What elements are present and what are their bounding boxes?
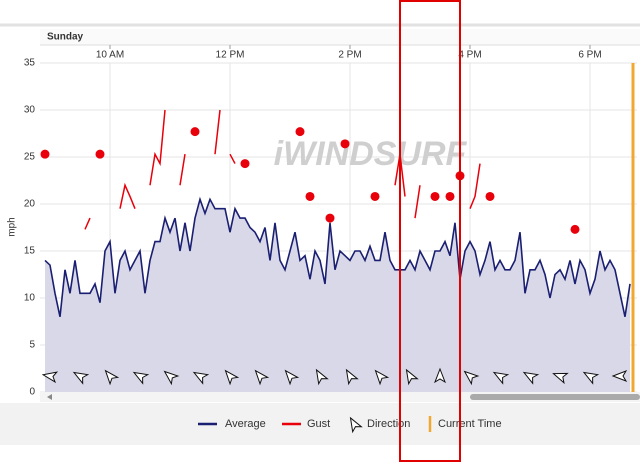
gust-line <box>214 109 221 155</box>
gust-dot <box>295 127 305 137</box>
direction-arrow <box>315 368 329 386</box>
gust-dot <box>190 127 200 137</box>
direction-arrow <box>254 369 270 386</box>
scroll-thumb[interactable] <box>470 394 640 400</box>
direction-arrow <box>611 370 628 382</box>
y-tick-label: 15 <box>24 246 36 257</box>
direction-arrow <box>224 369 240 386</box>
direction-arrow <box>463 370 480 386</box>
gust-line <box>149 109 166 186</box>
scroll-left[interactable] <box>47 394 52 400</box>
legend-label: Gust <box>307 418 330 430</box>
gust-dot <box>570 224 580 234</box>
y-tick-label: 20 <box>24 199 36 210</box>
day-header <box>40 29 640 45</box>
direction-arrow <box>41 371 59 384</box>
gust-dot <box>485 191 495 201</box>
direction-arrow <box>345 368 359 386</box>
gust-line <box>469 163 481 209</box>
y-axis-label: mph <box>7 217 18 236</box>
gust-dot <box>430 191 440 201</box>
x-tick-label: 2 PM <box>338 50 361 61</box>
gust-dot <box>445 191 455 201</box>
direction-arrow <box>132 371 150 385</box>
direction-arrow <box>163 370 180 386</box>
direction-arrow <box>552 372 569 385</box>
gust-dot <box>40 149 50 159</box>
gust-dot <box>240 159 250 169</box>
direction-arrow <box>582 371 600 385</box>
average-line <box>44 196 631 317</box>
x-tick-label: 12 PM <box>216 50 245 61</box>
gust-line <box>84 217 91 230</box>
direction-arrow <box>192 371 210 385</box>
direction-arrow <box>72 371 90 385</box>
y-tick-label: 30 <box>24 105 36 116</box>
direction-arrow <box>405 368 419 386</box>
day-label: Sunday <box>47 32 84 43</box>
average-area <box>45 199 630 392</box>
legend-label: Direction <box>367 418 410 430</box>
direction-arrow <box>374 369 390 386</box>
y-tick-label: 0 <box>29 387 35 398</box>
highlight-box <box>399 0 461 462</box>
gust-line <box>229 153 236 164</box>
y-tick-label: 10 <box>24 293 36 304</box>
y-tick-label: 35 <box>24 58 36 69</box>
direction-arrow <box>522 371 540 385</box>
gust-line <box>179 154 186 186</box>
direction-arrow <box>284 369 300 386</box>
direction-arrow <box>434 367 446 384</box>
legend-label: Current Time <box>438 418 502 430</box>
legend-bg <box>0 403 640 445</box>
top-bar <box>0 0 640 25</box>
direction-arrow <box>104 369 120 386</box>
x-tick-label: 10 AM <box>96 50 124 61</box>
y-tick-label: 5 <box>29 340 35 351</box>
watermark: iWINDSURF <box>274 135 468 173</box>
x-tick-label: 4 PM <box>458 50 481 61</box>
gust-line <box>119 182 136 209</box>
gust-dot <box>305 191 315 201</box>
gust-line <box>414 185 421 219</box>
legend-label: Average <box>225 418 266 430</box>
legend-swatch <box>349 416 363 434</box>
gust-dot <box>370 191 380 201</box>
scroll-track <box>40 392 640 402</box>
gust-dot <box>340 139 350 149</box>
gust-dot <box>95 149 105 159</box>
y-tick-label: 25 <box>24 152 36 163</box>
direction-arrow <box>492 371 510 385</box>
x-tick-label: 6 PM <box>578 50 601 61</box>
gust-dot <box>325 213 335 223</box>
